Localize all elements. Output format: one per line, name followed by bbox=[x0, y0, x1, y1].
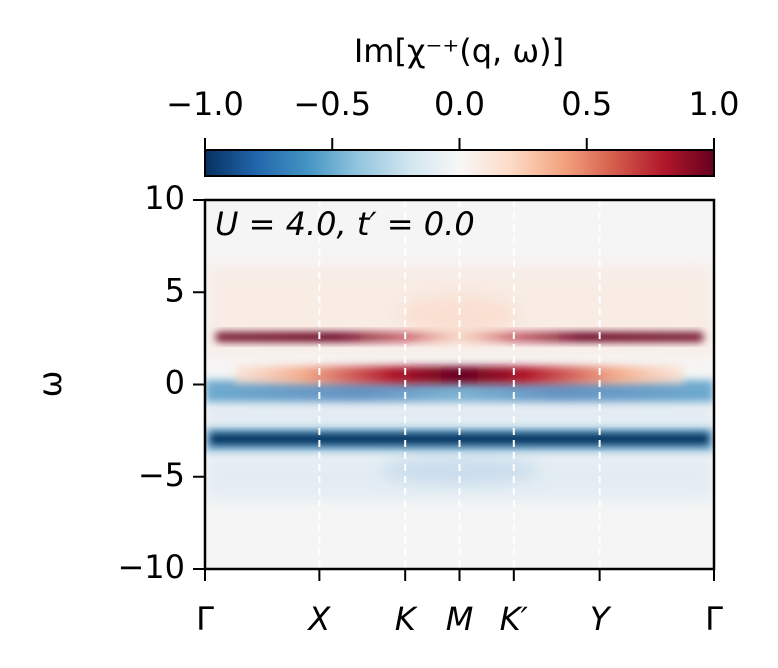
colorbar-tick-label: 1.0 bbox=[689, 85, 740, 123]
x-tick-label: Y bbox=[590, 600, 612, 638]
colorbar-tick-label: −1.0 bbox=[166, 85, 244, 123]
x-tick-label: K′ bbox=[500, 600, 529, 638]
x-tick-label: Γ bbox=[196, 600, 214, 638]
band-near-zero-negative bbox=[205, 380, 714, 402]
y-axis-ticks: 10 5 0 −5 −10 bbox=[117, 179, 205, 586]
symmetry-lines bbox=[318, 200, 601, 569]
colorbar bbox=[204, 149, 715, 177]
colorbar-ticks bbox=[204, 138, 715, 150]
y-tick-label: 10 bbox=[144, 179, 185, 217]
colorbar-tick-label: 0.0 bbox=[434, 85, 485, 123]
colorbar-tick-labels: −1.0 −0.5 0.0 0.5 1.0 bbox=[166, 85, 739, 123]
colorbar-tick-label: 0.5 bbox=[561, 85, 612, 123]
y-tick-label: −5 bbox=[138, 456, 185, 494]
x-tick-label: Γ bbox=[705, 600, 723, 638]
colorbar-tick-label: −0.5 bbox=[293, 85, 371, 123]
colorbar-title: Im[χ⁻⁺(q, ω)] bbox=[354, 32, 564, 70]
y-tick-label: −10 bbox=[117, 548, 185, 586]
y-tick-label: 0 bbox=[165, 364, 185, 402]
x-tick-label: K bbox=[395, 600, 419, 638]
y-tick-label: 5 bbox=[165, 271, 185, 309]
x-tick-label: X bbox=[306, 600, 331, 638]
y-axis-label: ω bbox=[31, 371, 69, 398]
x-axis-ticks: Γ X K M K′ Y Γ bbox=[196, 569, 723, 638]
parameter-annotation: U = 4.0, t′ = 0.0 bbox=[215, 205, 475, 243]
x-tick-label: M bbox=[446, 600, 474, 638]
band-lower bbox=[210, 433, 709, 445]
